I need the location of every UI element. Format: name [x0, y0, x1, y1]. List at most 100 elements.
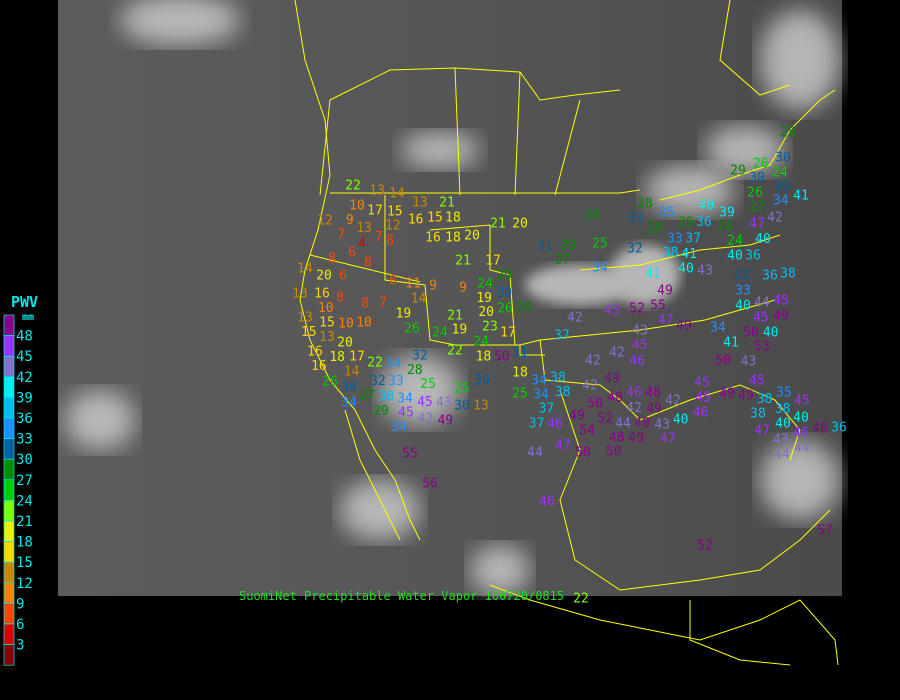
station-pwv-value: 44 — [774, 448, 790, 463]
station-pwv-value: 24 — [473, 335, 489, 350]
station-pwv-value: 17 — [485, 254, 501, 269]
station-pwv-value: 40 — [735, 299, 751, 314]
station-pwv-value: 47 — [660, 432, 676, 447]
station-pwv-value: 37 — [685, 232, 701, 247]
station-pwv-value: 48 — [812, 422, 828, 437]
station-pwv-value: 25 — [454, 382, 470, 397]
station-pwv-value: 37 — [529, 417, 545, 432]
station-pwv-value: 18 — [445, 211, 461, 226]
station-pwv-value: 11 — [405, 277, 421, 292]
station-pwv-value: 18 — [512, 366, 528, 381]
station-pwv-value: 54 — [579, 424, 595, 439]
station-pwv-value: 34 — [386, 357, 402, 372]
station-pwv-value: 36 — [696, 215, 712, 230]
station-pwv-value: 24 — [772, 166, 788, 181]
station-pwv-value: 6 — [389, 274, 397, 289]
legend-tick-label: 12 — [16, 576, 33, 592]
station-pwv-value: 49 — [657, 284, 673, 299]
station-pwv-value: 46 — [547, 417, 563, 432]
station-pwv-value: 50 — [575, 446, 591, 461]
station-pwv-value: 22 — [345, 179, 361, 194]
station-pwv-value: 47 — [555, 439, 571, 454]
station-pwv-value: 33 — [667, 232, 683, 247]
station-pwv-value: 38 — [775, 402, 791, 417]
legend-swatch — [3, 582, 15, 604]
station-pwv-value: 16 — [314, 287, 330, 302]
station-pwv-value: 49 — [628, 431, 644, 446]
station-pwv-value: 45 — [773, 294, 789, 309]
station-pwv-value: 34 — [531, 374, 547, 389]
station-pwv-value: 40 — [755, 232, 771, 247]
station-pwv-value: 15 — [319, 315, 335, 330]
station-pwv-value: 26 — [404, 321, 420, 336]
station-pwv-value: 43 — [654, 417, 670, 432]
legend-swatch — [3, 541, 15, 563]
station-pwv-value: 27 — [555, 253, 571, 268]
station-pwv-value: 41 — [645, 267, 661, 282]
station-pwv-value: 38 — [780, 267, 796, 282]
station-pwv-value: 50 — [494, 350, 510, 365]
station-pwv-value: 23 — [482, 320, 498, 335]
station-pwv-value: 32 — [412, 349, 428, 364]
station-pwv-value: 46 — [626, 386, 642, 401]
station-pwv-value: 55 — [650, 298, 666, 313]
boundary-lines — [294, 0, 839, 666]
station-pwv-value: 42 — [767, 211, 783, 226]
legend-swatch — [3, 355, 15, 378]
station-pwv-value: 30 — [341, 381, 357, 396]
station-pwv-value: 26 — [322, 375, 338, 390]
station-pwv-value: 36 — [762, 269, 778, 284]
station-pwv-value: 45 — [604, 304, 620, 319]
station-pwv-value: 37 — [554, 329, 570, 344]
station-pwv-value: 8 — [336, 291, 344, 306]
station-pwv-value: 16 — [311, 359, 327, 374]
station-pwv-value: 15 — [427, 211, 443, 226]
station-pwv-value: 34 — [391, 420, 407, 435]
satellite-image — [58, 0, 842, 596]
legend-swatch — [3, 623, 15, 645]
station-pwv-value: 29 — [678, 216, 694, 231]
station-pwv-value: 7 — [375, 230, 383, 245]
station-pwv-value: 57 — [817, 524, 833, 539]
station-pwv-value: 45 — [753, 311, 769, 326]
station-pwv-value: 33 — [735, 283, 751, 298]
station-pwv-value: 31 — [537, 239, 553, 254]
legend-title: PWV — [11, 293, 39, 311]
station-pwv-value: 55 — [402, 447, 418, 462]
legend-swatch — [3, 458, 15, 481]
station-pwv-value: 36 — [831, 421, 847, 436]
station-pwv-value: 38 — [379, 390, 395, 405]
station-pwv-value: 48 — [607, 391, 623, 406]
station-pwv-value: 26 — [747, 186, 763, 201]
station-pwv-value: 27 — [359, 389, 375, 404]
station-pwv-value: 30 — [749, 171, 765, 186]
station-pwv-value: 7 — [337, 228, 345, 243]
station-pwv-value: 16 — [307, 345, 323, 360]
station-pwv-value: 40 — [678, 262, 694, 277]
station-pwv-value: 22 — [367, 356, 383, 371]
station-pwv-value: 34 — [710, 321, 726, 336]
station-pwv-value: 20 — [464, 229, 480, 244]
station-pwv-value: 45 — [694, 376, 710, 391]
station-pwv-value: 46 — [629, 354, 645, 369]
station-pwv-value: 38 — [663, 246, 679, 261]
map-caption: SuomiNet Precipitable Water Vapor 100720… — [239, 589, 565, 603]
legend-swatch — [3, 314, 15, 336]
station-pwv-value: 41 — [723, 336, 739, 351]
station-pwv-value: 33 — [388, 374, 404, 389]
station-pwv-value: 46 — [793, 426, 809, 441]
station-pwv-value: 8 — [361, 297, 369, 312]
legend-swatch — [3, 438, 15, 460]
station-pwv-value: 13 — [319, 330, 335, 345]
station-pwv-value: 44 — [794, 441, 810, 456]
station-pwv-value: 28 — [780, 126, 796, 141]
station-pwv-value: 32 — [734, 269, 750, 284]
station-pwv-value: 13 — [297, 311, 313, 326]
station-pwv-value: 32 — [627, 242, 643, 257]
legend-swatch — [3, 397, 15, 419]
station-pwv-value: 26 — [753, 156, 769, 171]
cloud-cover — [65, 0, 840, 595]
station-pwv-value: 34 — [341, 396, 357, 411]
station-pwv-value: 31 — [512, 346, 528, 361]
